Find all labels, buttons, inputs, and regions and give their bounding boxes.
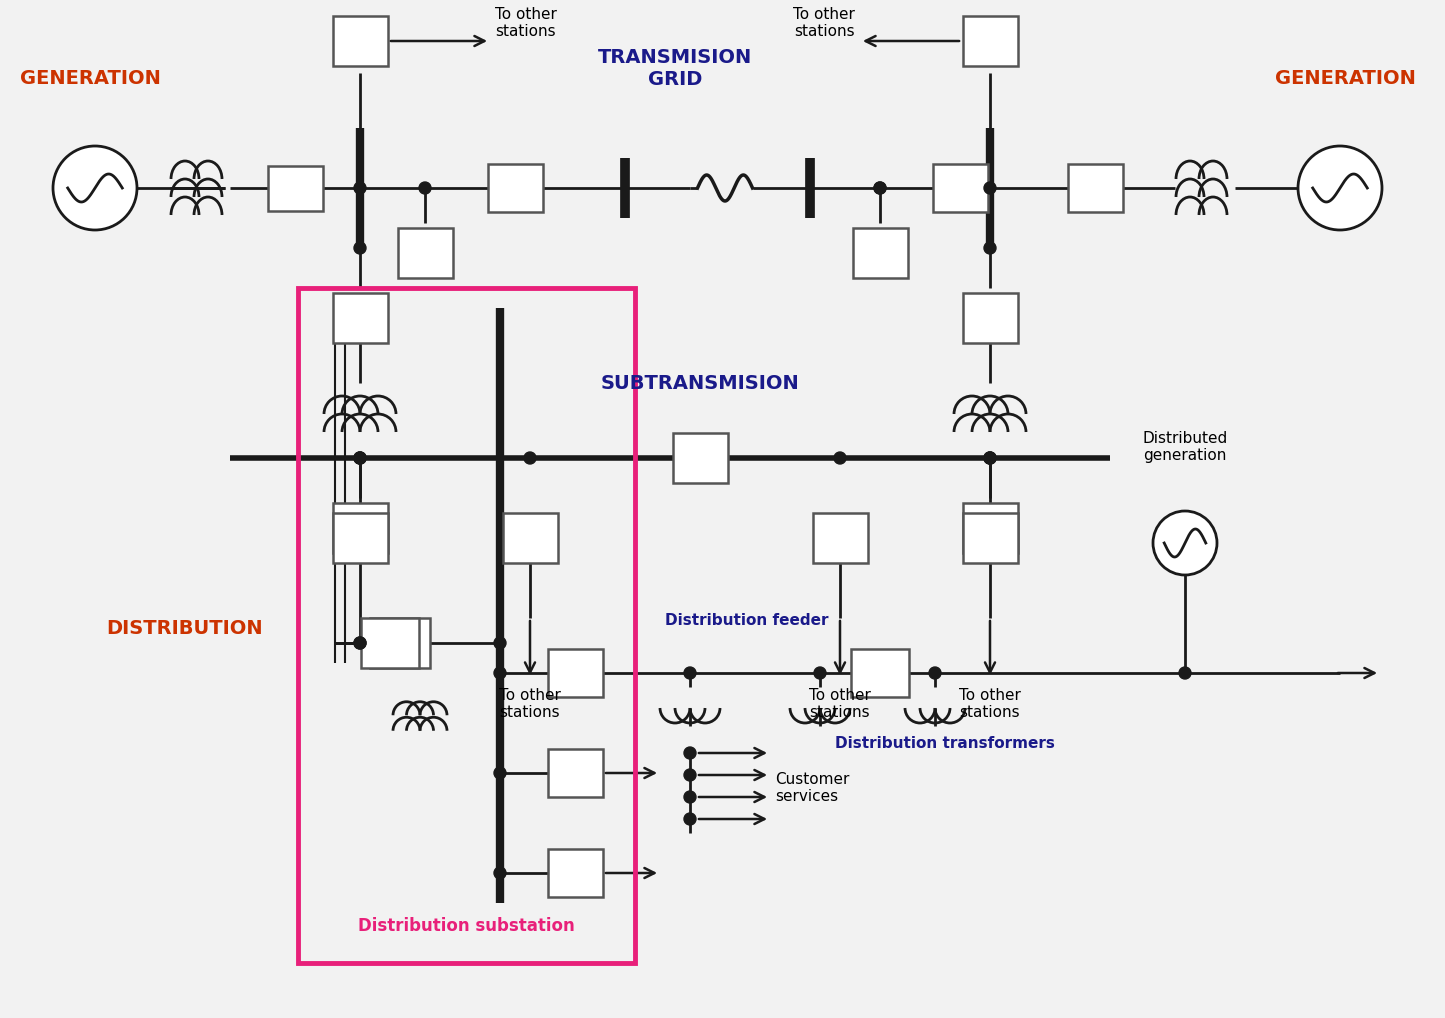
Text: To other
stations: To other stations — [496, 7, 556, 40]
Circle shape — [354, 182, 366, 194]
Circle shape — [419, 182, 431, 194]
Bar — [962, 503, 1017, 553]
Circle shape — [354, 452, 366, 464]
Text: Distribution substation: Distribution substation — [358, 917, 575, 935]
Circle shape — [984, 182, 996, 194]
Circle shape — [929, 667, 941, 679]
Text: Distribution transformers: Distribution transformers — [835, 735, 1055, 750]
Circle shape — [354, 637, 366, 649]
Text: GENERATION: GENERATION — [1274, 69, 1416, 88]
Circle shape — [683, 791, 696, 803]
Circle shape — [874, 182, 886, 194]
Bar — [298, 288, 634, 963]
Bar — [332, 293, 387, 343]
Bar — [332, 513, 387, 563]
Text: To other
stations: To other stations — [793, 7, 855, 40]
Bar — [812, 513, 867, 563]
Bar — [503, 513, 558, 563]
Bar — [487, 164, 542, 212]
Circle shape — [354, 452, 366, 464]
Bar — [962, 16, 1017, 66]
Bar — [361, 618, 419, 668]
Text: To other
stations: To other stations — [809, 688, 871, 721]
Circle shape — [834, 452, 845, 464]
Bar — [370, 618, 431, 668]
Bar — [851, 649, 909, 697]
Text: DISTRIBUTION: DISTRIBUTION — [107, 619, 263, 637]
Text: To other
stations: To other stations — [959, 688, 1022, 721]
Circle shape — [525, 452, 536, 464]
Bar — [332, 16, 387, 66]
Circle shape — [354, 242, 366, 254]
Circle shape — [1153, 511, 1217, 575]
Circle shape — [874, 182, 886, 194]
Text: Customer
services: Customer services — [775, 772, 850, 804]
Circle shape — [53, 146, 137, 230]
Circle shape — [354, 637, 366, 649]
Bar — [548, 649, 603, 697]
Circle shape — [683, 667, 696, 679]
Bar — [962, 293, 1017, 343]
Bar — [962, 513, 1017, 563]
Bar — [932, 164, 987, 212]
Circle shape — [683, 769, 696, 781]
Text: Distributed
generation: Distributed generation — [1143, 431, 1228, 463]
Text: GENERATION: GENERATION — [20, 69, 160, 88]
Bar — [1068, 164, 1123, 212]
Circle shape — [1179, 667, 1191, 679]
Circle shape — [984, 452, 996, 464]
Text: TRANSMISION
GRID: TRANSMISION GRID — [598, 48, 753, 89]
Bar — [332, 503, 387, 553]
Bar — [397, 228, 452, 278]
Bar — [267, 166, 322, 211]
Circle shape — [494, 667, 506, 679]
Text: Distribution feeder: Distribution feeder — [665, 613, 828, 628]
Bar — [853, 228, 907, 278]
Circle shape — [494, 867, 506, 879]
Text: SUBTRANSMISION: SUBTRANSMISION — [601, 374, 799, 393]
Circle shape — [683, 813, 696, 825]
Circle shape — [984, 242, 996, 254]
Circle shape — [984, 452, 996, 464]
Circle shape — [1298, 146, 1381, 230]
Circle shape — [683, 747, 696, 759]
Bar — [548, 749, 603, 797]
Circle shape — [494, 637, 506, 649]
Circle shape — [984, 452, 996, 464]
Text: To other
stations: To other stations — [499, 688, 561, 721]
Bar — [672, 433, 727, 483]
Circle shape — [494, 767, 506, 779]
Circle shape — [354, 452, 366, 464]
Bar — [548, 849, 603, 897]
Circle shape — [814, 667, 827, 679]
